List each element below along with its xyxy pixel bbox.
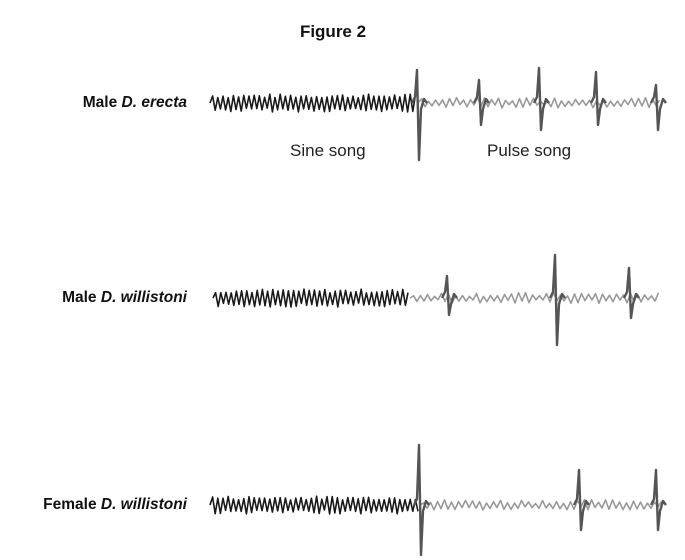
species-label: D. willistoni bbox=[100, 496, 187, 513]
row-label-male-willistoni: Male D. willistoni bbox=[62, 289, 187, 307]
sine-song-waveform bbox=[209, 495, 419, 515]
song-pulse bbox=[410, 68, 428, 162]
sine-song-label: Sine song bbox=[290, 141, 366, 160]
song-pulse bbox=[472, 78, 490, 127]
song-pulse bbox=[622, 266, 640, 320]
row-label-male-erecta: Male D. erecta bbox=[83, 94, 187, 112]
species-label: D. erecta bbox=[121, 94, 187, 111]
song-pulse bbox=[572, 468, 590, 532]
song-pulse bbox=[649, 468, 667, 532]
song-pulse bbox=[548, 253, 566, 347]
song-pulse bbox=[412, 443, 430, 557]
sex-label: Male bbox=[62, 289, 97, 306]
pulse-song-label: Pulse song bbox=[487, 141, 572, 160]
sine-song-waveform bbox=[209, 93, 417, 113]
species-label: D. willistoni bbox=[100, 289, 187, 306]
song-pulse bbox=[532, 66, 550, 132]
song-pulse bbox=[589, 70, 607, 127]
pulse-song-waveform bbox=[417, 96, 661, 109]
sex-label: Male bbox=[82, 94, 118, 111]
sex-label: Female bbox=[43, 496, 97, 513]
pulse-song-waveform bbox=[419, 498, 663, 511]
figure-title: Figure 2 bbox=[299, 22, 367, 41]
song-pulse bbox=[649, 83, 667, 132]
song-pulse bbox=[440, 274, 458, 317]
row-label-female-willistoni: Female D. willistoni bbox=[43, 496, 187, 514]
sine-song-waveform bbox=[212, 288, 409, 308]
